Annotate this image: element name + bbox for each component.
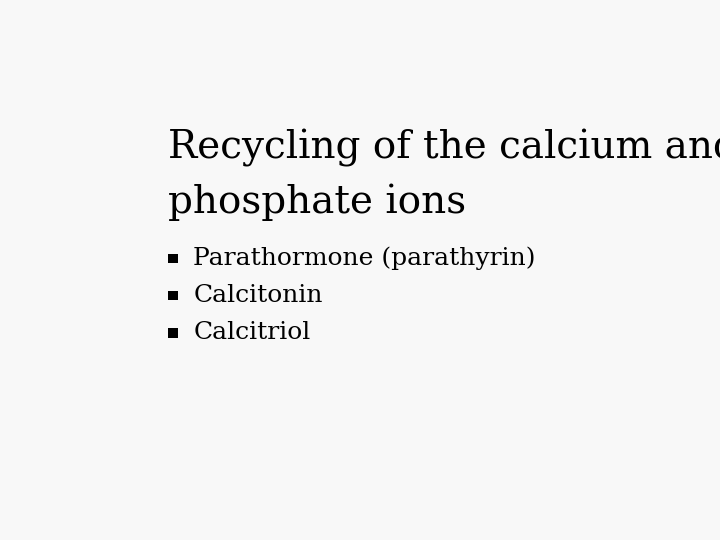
FancyBboxPatch shape bbox=[168, 328, 178, 338]
Text: Calcitriol: Calcitriol bbox=[193, 321, 310, 345]
Text: Calcitonin: Calcitonin bbox=[193, 284, 323, 307]
Text: Parathormone (parathyrin): Parathormone (parathyrin) bbox=[193, 246, 536, 270]
Text: Recycling of the calcium and: Recycling of the calcium and bbox=[168, 129, 720, 167]
FancyBboxPatch shape bbox=[168, 254, 178, 263]
Text: phosphate ions: phosphate ions bbox=[168, 183, 467, 221]
FancyBboxPatch shape bbox=[168, 291, 178, 300]
